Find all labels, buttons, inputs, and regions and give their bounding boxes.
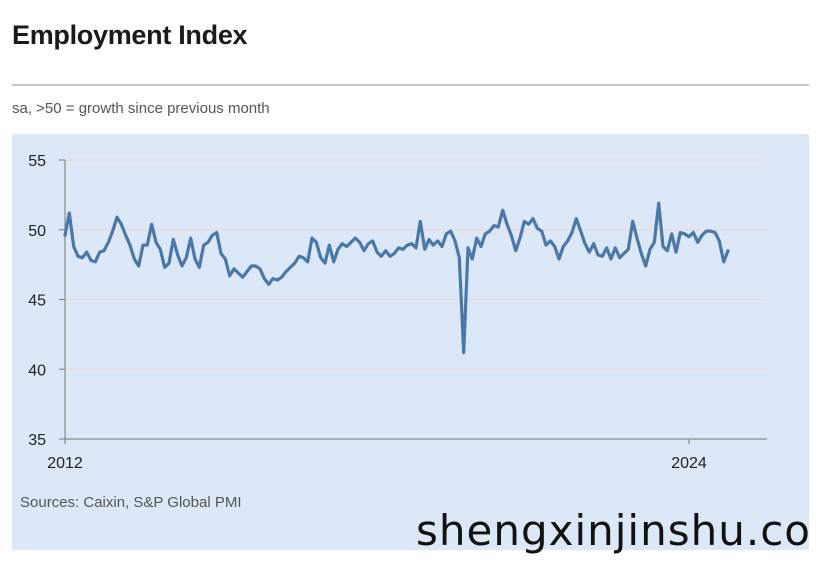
y-tick-label-35: 35: [28, 432, 46, 449]
x-tick-label-2024: 2024: [671, 455, 707, 472]
y-tick-label-45: 45: [28, 293, 46, 310]
chart-panel: 35 40 45 50 55 2012 2024: [12, 134, 809, 550]
chart-subtitle: sa, >50 = growth since previous month: [12, 100, 270, 117]
y-tick-label-50: 50: [28, 223, 46, 240]
watermark: shengxinjinshu.co: [416, 506, 811, 555]
series-line-0: [63, 201, 730, 355]
source-note: Sources: Caixin, S&P Global PMI: [20, 494, 242, 511]
chart-title: Employment Index: [12, 20, 248, 50]
title-divider: [12, 84, 809, 86]
y-tick-label-55: 55: [28, 153, 46, 170]
employment-index-chart: 35 40 45 50 55 2012 2024: [28, 153, 767, 472]
x-tick-label-2012: 2012: [47, 455, 83, 472]
y-tick-label-40: 40: [28, 362, 46, 379]
